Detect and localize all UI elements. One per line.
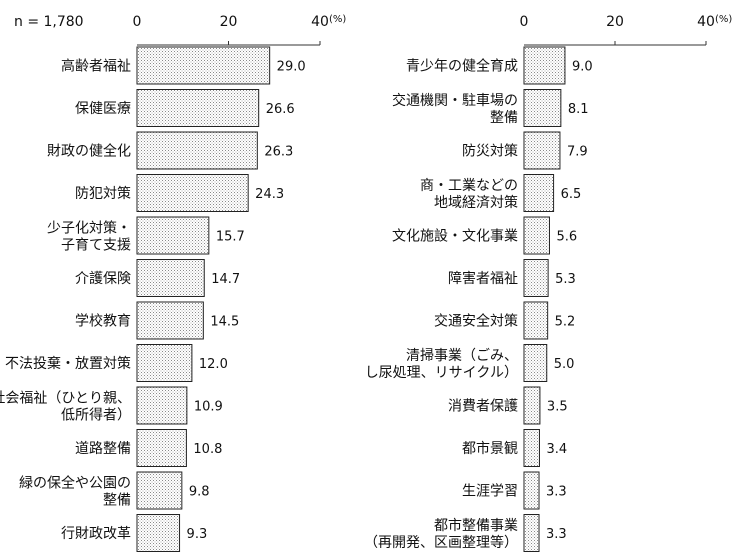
category-label: 整備 — [103, 493, 131, 509]
bar — [523, 301, 549, 340]
axis-unit: (%) — [715, 14, 732, 25]
bar — [523, 89, 562, 127]
category-label: 交通安全対策 — [434, 313, 518, 330]
category-label: 不法投棄・放置対策 — [5, 355, 131, 372]
category-label: 生涯学習 — [462, 484, 518, 500]
bar-value-label: 5.0 — [554, 357, 575, 372]
bar-value-label: 3.5 — [547, 400, 568, 415]
category-label: 商・工業などの — [420, 178, 518, 194]
category-label: 子育て支援 — [61, 238, 131, 254]
bar — [523, 131, 561, 170]
bar — [136, 514, 181, 552]
bar-value-label: 3.3 — [546, 527, 567, 542]
bar-value-label: 9.8 — [189, 485, 210, 500]
bar-value-label: 7.9 — [567, 145, 588, 160]
x-tick-label: 20 — [220, 14, 238, 30]
bar-value-label: 10.9 — [194, 400, 223, 415]
bar-value-label: 8.1 — [568, 102, 589, 117]
bar-value-label: 3.3 — [546, 485, 567, 500]
x-tick-label: 0 — [520, 14, 529, 30]
category-label: 消費者保護 — [448, 399, 518, 415]
category-label: 財政の健全化 — [47, 143, 131, 160]
bar — [136, 174, 249, 212]
axis-unit: (%) — [329, 14, 346, 25]
bar-value-label: 14.5 — [210, 315, 239, 330]
bar-value-label: 9.0 — [572, 60, 593, 75]
category-label: 高齢者福祉 — [61, 58, 131, 75]
category-label: 保健医療 — [75, 100, 131, 117]
x-tick-label: 40 — [311, 14, 329, 30]
category-label: 清掃事業（ごみ、 — [406, 347, 518, 364]
bar — [136, 259, 205, 297]
bar-value-label: 3.4 — [546, 442, 567, 457]
x-tick-label: 40 — [697, 14, 715, 30]
bar — [136, 386, 188, 425]
category-label: 防災対策 — [462, 143, 518, 160]
bar — [136, 131, 258, 170]
category-label: 整備 — [490, 110, 518, 126]
category-label: 都市景観 — [462, 440, 518, 457]
category-label: 文化施設・文化事業 — [392, 229, 518, 245]
category-label: 行財政改革 — [61, 526, 131, 542]
bar — [523, 344, 548, 382]
bar — [136, 301, 204, 340]
bar — [136, 429, 187, 467]
category-label: 都市整備事業 — [434, 517, 518, 534]
bar-value-label: 26.3 — [264, 145, 293, 160]
bar-value-label: 9.3 — [187, 527, 208, 542]
category-label: 青少年の健全育成 — [406, 58, 518, 75]
bar-value-label: 5.6 — [556, 230, 577, 245]
bar-value-label: 15.7 — [216, 230, 245, 245]
bar — [523, 46, 566, 85]
bar-value-label: 26.6 — [266, 102, 295, 117]
x-tick-label: 20 — [606, 14, 624, 30]
bar — [136, 344, 193, 382]
bar — [523, 259, 549, 297]
bar-value-label: 24.3 — [255, 187, 284, 202]
category-label: 緑の保全や公園の — [19, 475, 131, 492]
category-label: 介護保険 — [75, 271, 131, 287]
category-label: 低所得者） — [61, 407, 131, 424]
bar — [523, 216, 550, 255]
category-label: 学校教育 — [75, 313, 131, 330]
bar-value-label: 6.5 — [561, 187, 582, 202]
bar — [136, 46, 271, 85]
category-label: 少子化対策・ — [47, 220, 131, 237]
bar-value-label: 5.2 — [555, 315, 576, 330]
category-label: 社会福祉（ひとり親、 — [0, 391, 131, 407]
bar-value-label: 14.7 — [211, 272, 240, 287]
category-label: 障害者福祉 — [448, 271, 518, 287]
bar — [136, 89, 260, 127]
category-label: 防犯対策 — [75, 185, 131, 202]
category-label: 交通機関・駐車場の — [392, 92, 518, 109]
category-label: （再開発、区画整理等） — [364, 534, 518, 551]
bar — [523, 174, 555, 212]
bar-value-label: 12.0 — [199, 357, 228, 372]
chart-panel-1: 0 20 40 (%) n = 1,780 29.0 高齢者福祉 26.6 保健医療 26.3 財政… — [0, 14, 346, 552]
bar-value-label: 5.3 — [555, 272, 576, 287]
bar — [523, 386, 541, 425]
bar — [523, 429, 540, 467]
bar — [136, 471, 183, 510]
category-label: 道路整備 — [75, 441, 131, 457]
sample-size-label: n = 1,780 — [14, 14, 84, 30]
bar — [136, 216, 210, 255]
category-label: 地域経済対策 — [434, 194, 518, 211]
bar — [523, 514, 540, 552]
bar — [523, 471, 540, 510]
bar-value-label: 10.8 — [193, 442, 222, 457]
category-label: し尿処理、リサイクル） — [365, 365, 518, 381]
x-tick-label: 0 — [133, 14, 142, 30]
bar-value-label: 29.0 — [277, 60, 306, 75]
